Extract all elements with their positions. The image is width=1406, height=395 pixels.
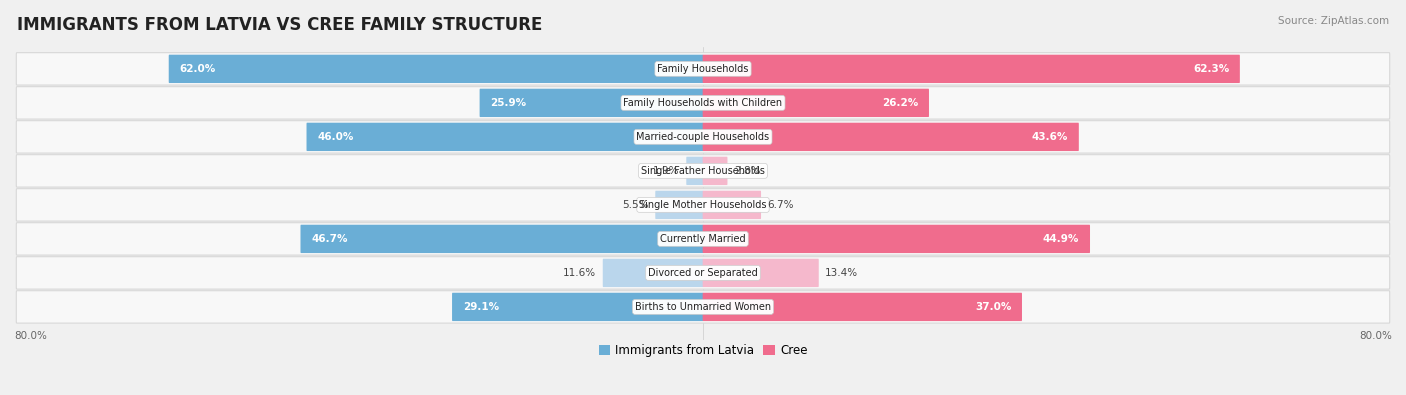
Text: Currently Married: Currently Married <box>661 234 745 244</box>
Legend: Immigrants from Latvia, Cree: Immigrants from Latvia, Cree <box>599 344 807 357</box>
Text: Source: ZipAtlas.com: Source: ZipAtlas.com <box>1278 16 1389 26</box>
Text: 29.1%: 29.1% <box>463 302 499 312</box>
FancyBboxPatch shape <box>703 225 1090 253</box>
Text: 11.6%: 11.6% <box>562 268 596 278</box>
FancyBboxPatch shape <box>703 157 727 185</box>
Text: 80.0%: 80.0% <box>1360 331 1392 340</box>
FancyBboxPatch shape <box>703 89 929 117</box>
FancyBboxPatch shape <box>703 191 761 219</box>
FancyBboxPatch shape <box>17 121 1389 153</box>
Text: 13.4%: 13.4% <box>825 268 859 278</box>
Text: Single Mother Households: Single Mother Households <box>640 200 766 210</box>
FancyBboxPatch shape <box>479 89 703 117</box>
FancyBboxPatch shape <box>17 223 1389 255</box>
Text: 46.7%: 46.7% <box>311 234 347 244</box>
FancyBboxPatch shape <box>17 87 1389 119</box>
Text: Family Households with Children: Family Households with Children <box>623 98 783 108</box>
Text: 25.9%: 25.9% <box>491 98 526 108</box>
Text: 44.9%: 44.9% <box>1043 234 1080 244</box>
FancyBboxPatch shape <box>703 55 1240 83</box>
Text: 80.0%: 80.0% <box>14 331 46 340</box>
Text: Divorced or Separated: Divorced or Separated <box>648 268 758 278</box>
Text: Married-couple Households: Married-couple Households <box>637 132 769 142</box>
FancyBboxPatch shape <box>603 259 703 287</box>
Text: 2.8%: 2.8% <box>734 166 761 176</box>
FancyBboxPatch shape <box>17 291 1389 323</box>
FancyBboxPatch shape <box>169 55 703 83</box>
Text: 43.6%: 43.6% <box>1032 132 1069 142</box>
FancyBboxPatch shape <box>307 123 703 151</box>
Text: 1.9%: 1.9% <box>654 166 679 176</box>
FancyBboxPatch shape <box>703 293 1022 321</box>
Text: 5.5%: 5.5% <box>623 200 648 210</box>
FancyBboxPatch shape <box>655 191 703 219</box>
FancyBboxPatch shape <box>17 257 1389 289</box>
Text: Single Father Households: Single Father Households <box>641 166 765 176</box>
FancyBboxPatch shape <box>301 225 703 253</box>
Text: 46.0%: 46.0% <box>318 132 353 142</box>
Text: 62.3%: 62.3% <box>1192 64 1229 74</box>
FancyBboxPatch shape <box>453 293 703 321</box>
Text: 37.0%: 37.0% <box>974 302 1011 312</box>
Text: 62.0%: 62.0% <box>180 64 215 74</box>
Text: IMMIGRANTS FROM LATVIA VS CREE FAMILY STRUCTURE: IMMIGRANTS FROM LATVIA VS CREE FAMILY ST… <box>17 16 543 34</box>
FancyBboxPatch shape <box>703 123 1078 151</box>
Text: 6.7%: 6.7% <box>768 200 794 210</box>
FancyBboxPatch shape <box>17 189 1389 221</box>
Text: Births to Unmarried Women: Births to Unmarried Women <box>636 302 770 312</box>
FancyBboxPatch shape <box>17 155 1389 187</box>
Text: Family Households: Family Households <box>658 64 748 74</box>
Text: 26.2%: 26.2% <box>882 98 918 108</box>
FancyBboxPatch shape <box>703 259 818 287</box>
FancyBboxPatch shape <box>17 53 1389 85</box>
FancyBboxPatch shape <box>686 157 703 185</box>
